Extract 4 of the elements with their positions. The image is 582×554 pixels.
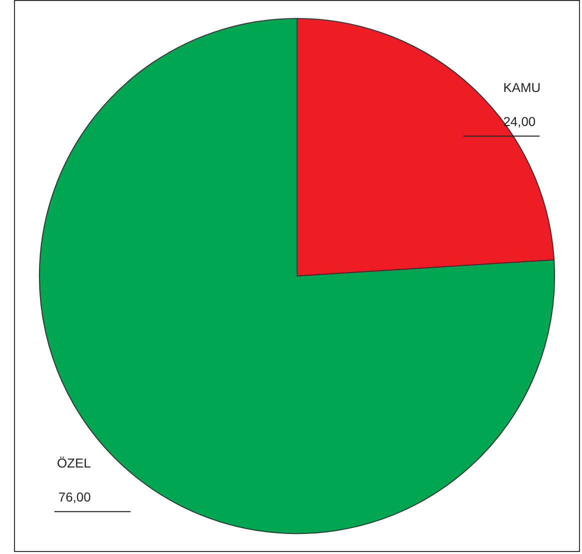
slice-label: KAMU [503,80,541,96]
data-label: 24,00 [503,114,536,130]
data-label: 76,00 [58,490,91,505]
slice-label: ÖZEL [56,456,91,471]
